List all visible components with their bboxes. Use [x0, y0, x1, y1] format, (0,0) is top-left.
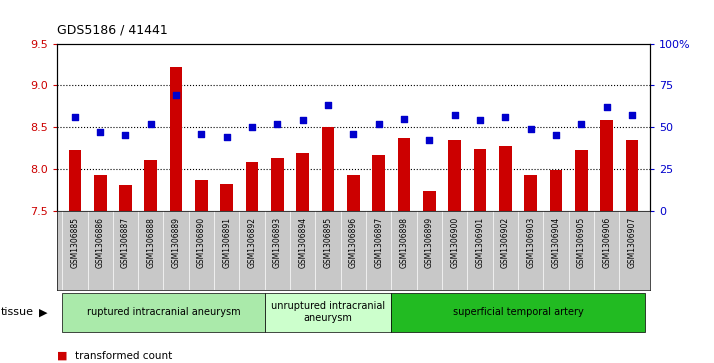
Point: [120, 132, 131, 138]
Bar: [473, 149, 486, 211]
Bar: [600, 121, 613, 211]
Text: ▶: ▶: [39, 307, 48, 317]
Point: [423, 138, 435, 143]
Bar: [221, 184, 233, 211]
Bar: [575, 150, 588, 211]
Bar: [296, 153, 309, 211]
Bar: [373, 155, 385, 211]
Bar: [246, 162, 258, 211]
Text: GSM1306887: GSM1306887: [121, 217, 130, 268]
Point: [221, 134, 233, 140]
Text: GSM1306904: GSM1306904: [551, 217, 560, 268]
Point: [449, 113, 461, 118]
Point: [69, 114, 81, 120]
Text: ruptured intracranial aneurysm: ruptured intracranial aneurysm: [86, 307, 241, 317]
Bar: [195, 180, 208, 211]
Bar: [625, 140, 638, 211]
Text: GSM1306885: GSM1306885: [71, 217, 79, 268]
Text: GSM1306889: GSM1306889: [171, 217, 181, 268]
Text: GSM1306897: GSM1306897: [374, 217, 383, 268]
Point: [373, 121, 384, 127]
Text: transformed count: transformed count: [75, 351, 172, 361]
Bar: [550, 171, 563, 211]
Text: tissue: tissue: [1, 307, 34, 317]
Bar: [423, 191, 436, 211]
Point: [601, 104, 613, 110]
Text: GSM1306888: GSM1306888: [146, 217, 156, 268]
Bar: [398, 138, 411, 211]
Bar: [69, 150, 81, 211]
Point: [626, 113, 638, 118]
Bar: [322, 127, 334, 211]
Point: [474, 118, 486, 123]
Text: GSM1306894: GSM1306894: [298, 217, 307, 268]
Bar: [170, 67, 183, 211]
Text: GSM1306901: GSM1306901: [476, 217, 485, 268]
Point: [196, 131, 207, 136]
Text: unruptured intracranial
aneurysm: unruptured intracranial aneurysm: [271, 301, 385, 323]
Text: GSM1306905: GSM1306905: [577, 217, 586, 268]
Bar: [271, 158, 283, 211]
Text: GSM1306899: GSM1306899: [425, 217, 434, 268]
Point: [500, 114, 511, 120]
Point: [297, 118, 308, 123]
Point: [94, 129, 106, 135]
Bar: [144, 160, 157, 211]
Bar: [347, 175, 360, 211]
Text: GSM1306898: GSM1306898: [400, 217, 408, 268]
Point: [323, 102, 334, 108]
Text: GSM1306902: GSM1306902: [501, 217, 510, 268]
Text: GSM1306900: GSM1306900: [451, 217, 459, 268]
Text: superficial temporal artery: superficial temporal artery: [453, 307, 583, 317]
Text: GSM1306906: GSM1306906: [602, 217, 611, 268]
Bar: [448, 140, 461, 211]
Bar: [524, 175, 537, 211]
Point: [398, 116, 410, 122]
Text: GSM1306895: GSM1306895: [323, 217, 333, 268]
Text: GSM1306891: GSM1306891: [222, 217, 231, 268]
Text: ■: ■: [57, 351, 68, 361]
Point: [525, 126, 536, 132]
Bar: [119, 185, 132, 211]
Text: GSM1306893: GSM1306893: [273, 217, 282, 268]
Bar: [391, 293, 645, 332]
Point: [272, 121, 283, 127]
Text: GSM1306903: GSM1306903: [526, 217, 536, 268]
Text: GDS5186 / 41441: GDS5186 / 41441: [57, 23, 168, 36]
Bar: [94, 175, 106, 211]
Bar: [499, 146, 512, 211]
Text: GSM1306907: GSM1306907: [628, 217, 636, 268]
Point: [550, 132, 562, 138]
Point: [171, 93, 182, 98]
Text: GSM1306890: GSM1306890: [197, 217, 206, 268]
Point: [145, 121, 156, 127]
Bar: [62, 293, 265, 332]
Text: GSM1306896: GSM1306896: [349, 217, 358, 268]
Point: [575, 121, 587, 127]
Text: GSM1306892: GSM1306892: [248, 217, 256, 268]
Text: GSM1306886: GSM1306886: [96, 217, 105, 268]
Bar: [265, 293, 391, 332]
Point: [246, 124, 258, 130]
Point: [348, 131, 359, 136]
